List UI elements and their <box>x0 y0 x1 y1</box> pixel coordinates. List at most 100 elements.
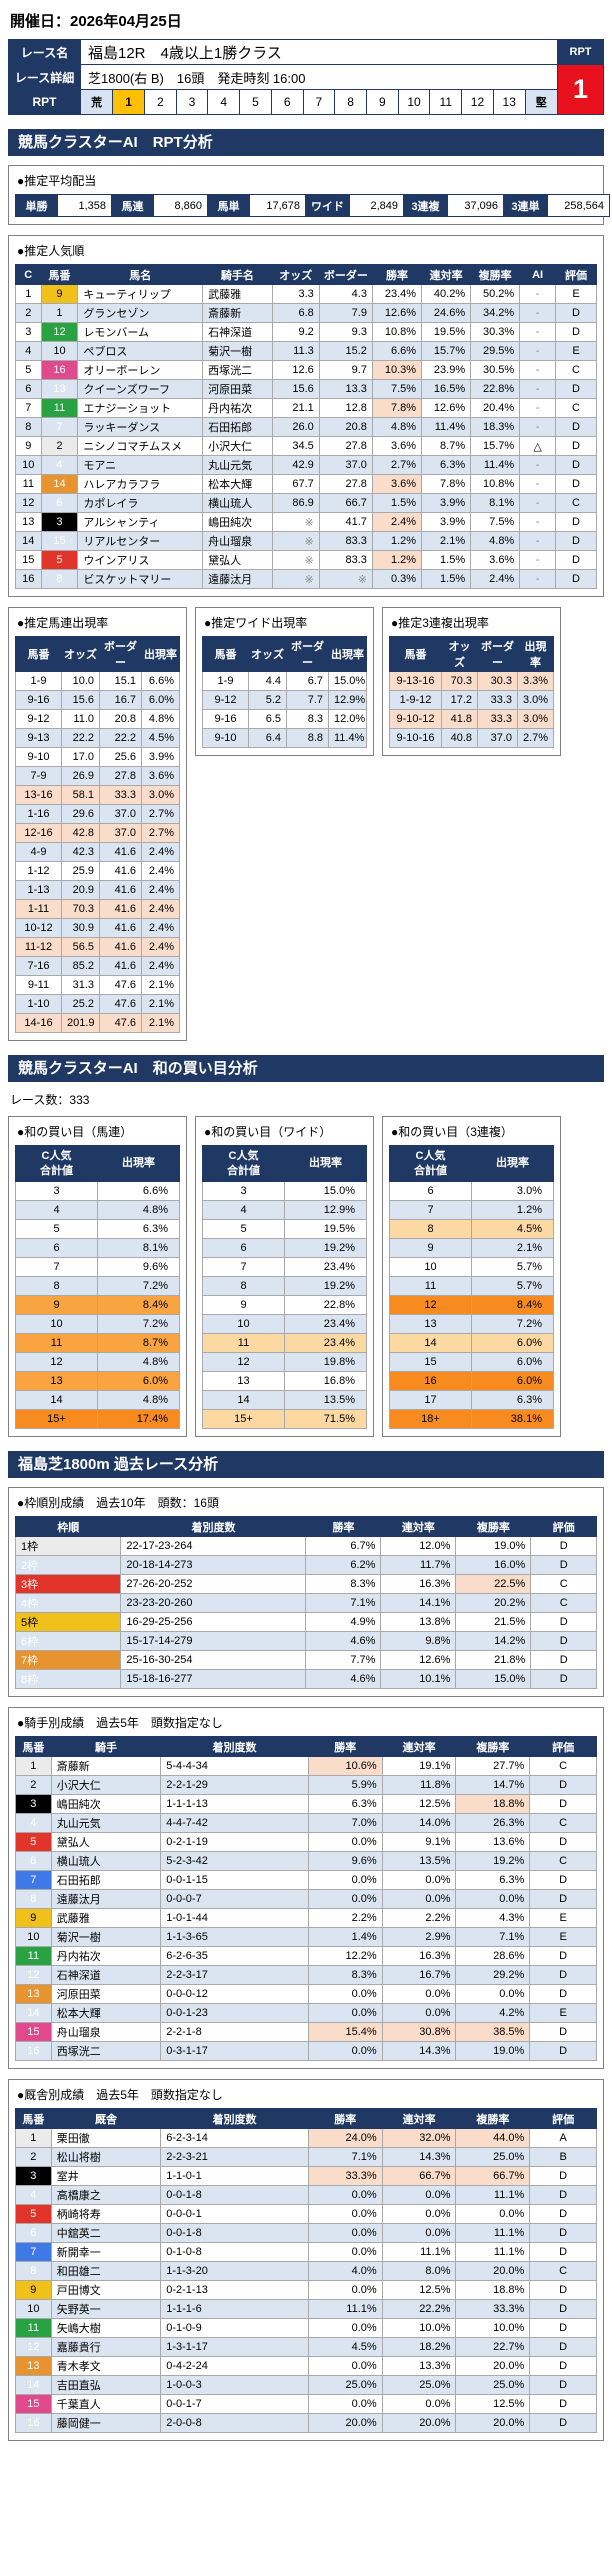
table-cell[interactable]: 6 <box>270 90 304 114</box>
table-cell[interactable]: 3 <box>175 90 208 114</box>
table-cell: 30.9 <box>61 918 100 938</box>
table-header: 枠順 着別度数 勝率 連対率 複勝率 評価 <box>14 1516 597 1537</box>
race-name-value: 福島12R 4歳以上1勝クラス <box>80 39 558 65</box>
table-cell: 2-0-0-8 <box>160 2413 309 2433</box>
column-header: 評価 <box>529 1736 597 1757</box>
table-cell: 13 <box>15 2356 52 2376</box>
kaime-wide-label: ●和の買い目（ワイド） <box>204 1125 332 1139</box>
table-cell: 11.1% <box>455 2242 531 2262</box>
table-cell: D <box>530 1669 597 1689</box>
table-row: 14 吉田直弘 1-0-0-3 25.0% 25.0% 25.0% D <box>15 2375 597 2395</box>
table-cell: 12 <box>15 1965 52 1985</box>
column-header: 出現率 <box>517 636 554 672</box>
table-row: 6 8.1% <box>15 1238 180 1258</box>
table-cell: 9 <box>202 1295 285 1315</box>
race-info-table: レース名 福島12R 4歳以上1勝クラス RPT レース詳細 芝1800(右 B… <box>8 39 604 115</box>
column-header: 連対率 <box>421 264 472 285</box>
table-cell: 3.9% <box>141 747 180 767</box>
table-row: 10 5.7% <box>389 1257 554 1277</box>
table-cell: 18.3% <box>470 417 521 437</box>
table-cell: 横山琉人 <box>50 1851 162 1871</box>
table-cell: 9-10 <box>15 747 62 767</box>
table-cell: 10 <box>389 1257 472 1277</box>
column-header: 勝率 <box>371 264 423 285</box>
table-cell: 26.9 <box>61 766 100 786</box>
table-cell: 23.4% <box>371 284 423 304</box>
jockey-results-label: ●騎手別成績 過去5年 頭数指定なし <box>17 1716 223 1730</box>
jockey-results-table: 馬番 騎手 着別度数 勝率 連対率 複勝率 評価 1 斎藤新 5-4-4-34 10.6% 19.1… <box>15 1736 597 2061</box>
table-cell: 6 <box>15 2223 52 2243</box>
table-cell[interactable]: 7 <box>302 90 335 114</box>
table-cell[interactable]: 荒 <box>81 90 113 114</box>
kaime-sanrenpuku-box: ●和の買い目（3連複） C人気 合計値 出現率 6 3.0% 7 1.2% 8 4.5% 9 2… <box>382 1116 561 1437</box>
table-cell: 6.5 <box>248 709 287 729</box>
table-cell: 0.0% <box>307 2318 383 2338</box>
table-cell: - <box>519 569 557 589</box>
table-cell[interactable]: 8 <box>334 90 367 114</box>
table-cell: 20.0% <box>455 2356 531 2376</box>
table-cell: 11.1% <box>307 2299 383 2319</box>
table-cell: 17,678 <box>249 194 306 217</box>
table-cell[interactable]: 12 <box>461 90 494 114</box>
table-cell: クイーンズワーフ <box>77 379 204 399</box>
table-cell: アルシャンティ <box>77 512 204 532</box>
table-cell: 嘉藤貴行 <box>50 2337 162 2357</box>
table-cell: 1枠 <box>14 1536 122 1556</box>
table-cell: 9.7 <box>318 360 373 380</box>
table-cell: 6 <box>15 379 42 399</box>
table-cell: 2.4% <box>371 512 423 532</box>
table-cell: D <box>555 379 597 399</box>
table-cell: 0-0-1-15 <box>160 1870 309 1890</box>
table-row: 4 4.8% <box>15 1200 180 1220</box>
table-cell: 258,564 <box>547 194 610 217</box>
table-cell: 6 <box>15 1238 98 1258</box>
table-cell: 2.4% <box>141 956 180 976</box>
table-cell: 25.6 <box>99 747 142 767</box>
table-row: 6 13 クイーンズワーフ 河原田菜 15.6 13.3 7.5% 16.5% 22.8% - D <box>15 379 597 399</box>
table-cell: D <box>555 436 597 456</box>
table-cell[interactable]: 5 <box>239 90 272 114</box>
table-cell: 3.0% <box>517 690 554 710</box>
table-cell[interactable]: 10 <box>397 90 430 114</box>
table-cell: 10.8% <box>371 322 423 342</box>
table-row: 5 19.5% <box>202 1219 367 1239</box>
table-cell: D <box>555 417 597 437</box>
table-cell: 4.5% <box>141 728 180 748</box>
table-cell: 42.9 <box>271 455 320 475</box>
table-row: 7 1.2% <box>389 1200 554 1220</box>
table-cell[interactable]: 4 <box>207 90 240 114</box>
table-cell: 9-13 <box>15 728 62 748</box>
table-cell: 10.3% <box>371 360 423 380</box>
event-date-label: 開催日：2026年04月25日 <box>10 13 182 30</box>
header-row: 馬番 騎手 着別度数 勝率 連対率 複勝率 評価 <box>15 1736 597 1757</box>
table-cell: 47.6 <box>99 975 142 995</box>
table-row: 15+ 17.4% <box>15 1409 180 1429</box>
table-cell[interactable]: 11 <box>429 90 462 114</box>
table-cell: 9-10 <box>202 728 249 748</box>
table-row: 8 遠藤汰月 0-0-0-7 0.0% 0.0% 0.0% D <box>15 1889 597 1909</box>
table-cell[interactable]: 1 <box>112 90 145 114</box>
table-cell: 0-0-1-8 <box>160 2223 309 2243</box>
table-cell: 0.0% <box>455 2204 531 2224</box>
table-cell[interactable]: 2 <box>143 90 177 114</box>
table-cell: 13 <box>40 379 79 399</box>
table-cell: C <box>529 1813 597 1833</box>
table-cell[interactable]: 9 <box>365 90 399 114</box>
table-cell: 6.3% <box>421 455 472 475</box>
table-row: 7 新開幸一 0-1-0-8 0.0% 11.1% 11.1% D <box>15 2242 597 2262</box>
table-cell: 和田雄二 <box>50 2261 162 2281</box>
table-row: 2 1 グランセゾン 斎藤新 6.8 7.9 12.6% 24.6% 34.2% - D <box>15 303 597 323</box>
table-cell[interactable]: 13 <box>492 90 526 114</box>
table-cell: D <box>555 531 597 551</box>
table-cell[interactable]: 堅 <box>524 90 557 114</box>
table-cell: 12.9% <box>328 690 367 710</box>
race-detail-label: レース詳細 <box>8 64 81 90</box>
page: 開催日：2026年04月25日 レース名 福島12R 4歳以上1勝クラス RPT… <box>8 13 610 2441</box>
table-cell: 9.3 <box>318 322 373 342</box>
table-cell: D <box>529 2280 597 2300</box>
column-header: 連対率 <box>380 1516 457 1537</box>
table-cell: 7.2% <box>471 1314 554 1334</box>
table-cell: 0-4-2-24 <box>160 2356 309 2376</box>
table-cell: 4.8% <box>371 417 423 437</box>
table-cell: 7.8% <box>421 474 472 494</box>
